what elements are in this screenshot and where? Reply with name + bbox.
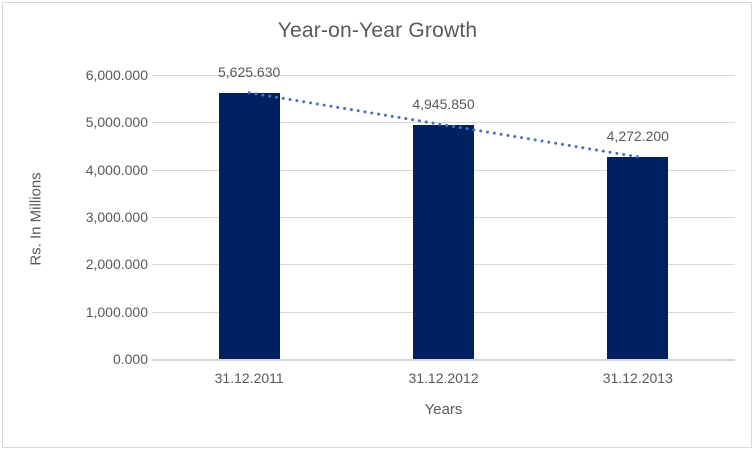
gridline [152, 122, 735, 124]
y-tick-label: 2,000.000 [85, 256, 148, 273]
bar [413, 124, 474, 359]
y-tick-label: 5,000.000 [85, 114, 148, 131]
y-tick-label: 4,000.000 [85, 161, 148, 178]
data-label: 4,945.850 [412, 95, 475, 112]
y-tick-label: 6,000.000 [85, 67, 148, 83]
plot-area [152, 75, 735, 361]
bar [607, 156, 669, 359]
x-tick-label: 31.12.2011 [214, 370, 284, 386]
bar [218, 92, 280, 359]
chart-title: Year-on-Year Growth [277, 19, 478, 42]
y-tick-label: 1,000.000 [85, 303, 148, 320]
trendline [247, 91, 640, 159]
x-axis-title: Years [424, 401, 463, 418]
x-tick-label: 31.12.2012 [408, 370, 479, 386]
x-tick-label: 31.12.2013 [602, 370, 673, 386]
y-tick-label: 3,000.000 [85, 209, 148, 225]
data-label: 4,272.200 [606, 127, 669, 144]
data-label: 5,625.630 [218, 63, 281, 80]
gridline [152, 75, 735, 76]
y-tick-label: 0.000 [112, 351, 148, 367]
